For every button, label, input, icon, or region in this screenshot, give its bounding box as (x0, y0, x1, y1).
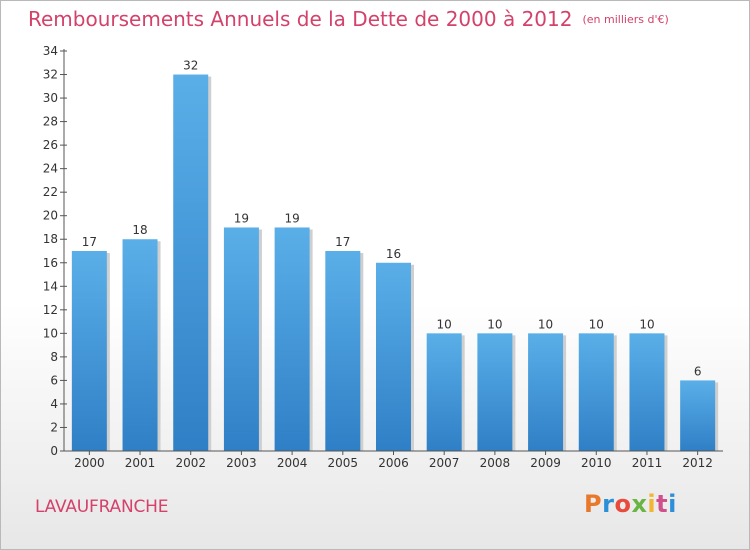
bar-2005 (325, 251, 361, 451)
bar-value-label: 10 (538, 317, 553, 331)
bar-value-label: 10 (589, 317, 604, 331)
logo-letter: x (631, 490, 648, 518)
x-tick-label: 2003 (226, 456, 257, 470)
y-tick-label: 10 (43, 326, 58, 340)
y-tick-label: 20 (43, 209, 58, 223)
logo-letter: i (668, 490, 677, 518)
x-tick-label: 2002 (175, 456, 206, 470)
bar-value-label: 32 (183, 59, 198, 73)
x-tick-label: 2008 (480, 456, 511, 470)
y-tick-label: 2 (50, 420, 58, 434)
bar-2001 (122, 239, 158, 451)
y-tick-label: 4 (50, 397, 58, 411)
bar-2004 (274, 227, 310, 451)
bar-value-label: 19 (234, 211, 249, 225)
bar-2003 (223, 227, 259, 451)
bar-2007 (426, 333, 462, 451)
bar-2009 (528, 333, 564, 451)
y-tick-label: 30 (43, 91, 58, 105)
x-tick-label: 2005 (328, 456, 359, 470)
city-name: LAVAUFRANCHE (35, 497, 169, 517)
bar-value-label: 10 (639, 317, 654, 331)
bar-value-label: 6 (694, 364, 702, 378)
x-tick-label: 2000 (74, 456, 105, 470)
x-tick-label: 2010 (581, 456, 612, 470)
bar-2006 (376, 262, 411, 451)
x-tick-label: 2009 (530, 456, 561, 470)
bar-2011 (629, 333, 665, 451)
bar-value-label: 19 (284, 211, 299, 225)
y-tick-label: 18 (43, 232, 58, 246)
y-tick-label: 14 (43, 279, 58, 293)
logo-letter: t (656, 490, 669, 518)
bar-value-label: 18 (132, 223, 147, 237)
y-tick-label: 0 (50, 444, 58, 458)
y-tick-label: 28 (43, 115, 58, 129)
x-tick-label: 2006 (378, 456, 409, 470)
x-tick-label: 2007 (429, 456, 460, 470)
logo-letter: r (602, 490, 615, 518)
y-tick-label: 34 (43, 44, 58, 58)
y-tick-label: 32 (43, 68, 58, 82)
y-tick-label: 24 (43, 162, 58, 176)
x-tick-label: 2004 (277, 456, 308, 470)
x-tick-label: 2012 (682, 456, 713, 470)
y-tick-label: 22 (43, 185, 58, 199)
bar-2010 (578, 333, 614, 451)
y-tick-label: 8 (50, 350, 58, 364)
chart-unit: (en milliers d'€) (582, 13, 669, 26)
y-tick-label: 12 (43, 303, 58, 317)
y-tick-label: 6 (50, 373, 58, 387)
bar-2000 (71, 251, 107, 451)
y-tick-label: 16 (43, 256, 58, 270)
bar-value-label: 17 (335, 235, 350, 249)
x-tick-label: 2011 (632, 456, 663, 470)
bar-2012 (680, 380, 716, 451)
bar-2002 (173, 74, 209, 451)
proxiti-logo: Proxiti (584, 490, 677, 518)
bar-value-label: 16 (386, 247, 401, 261)
chart-title: Remboursements Annuels de la Dette de 20… (28, 7, 669, 31)
logo-letter: P (584, 490, 603, 518)
logo-letter: o (614, 490, 632, 518)
bar-value-label: 10 (487, 317, 502, 331)
y-tick-label: 26 (43, 138, 58, 152)
bar-value-label: 10 (437, 317, 452, 331)
x-tick-label: 2001 (125, 456, 156, 470)
chart-title-text: Remboursements Annuels de la Dette de 20… (28, 7, 573, 31)
bar-value-label: 17 (82, 235, 97, 249)
logo-letter: i (647, 490, 657, 518)
bar-2008 (477, 333, 513, 451)
